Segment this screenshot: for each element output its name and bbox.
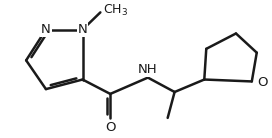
Text: N: N <box>78 23 87 36</box>
Text: O: O <box>257 76 267 89</box>
Text: NH: NH <box>138 63 158 76</box>
Text: N: N <box>41 23 51 36</box>
Text: CH$_3$: CH$_3$ <box>103 3 128 18</box>
Text: O: O <box>105 121 116 134</box>
